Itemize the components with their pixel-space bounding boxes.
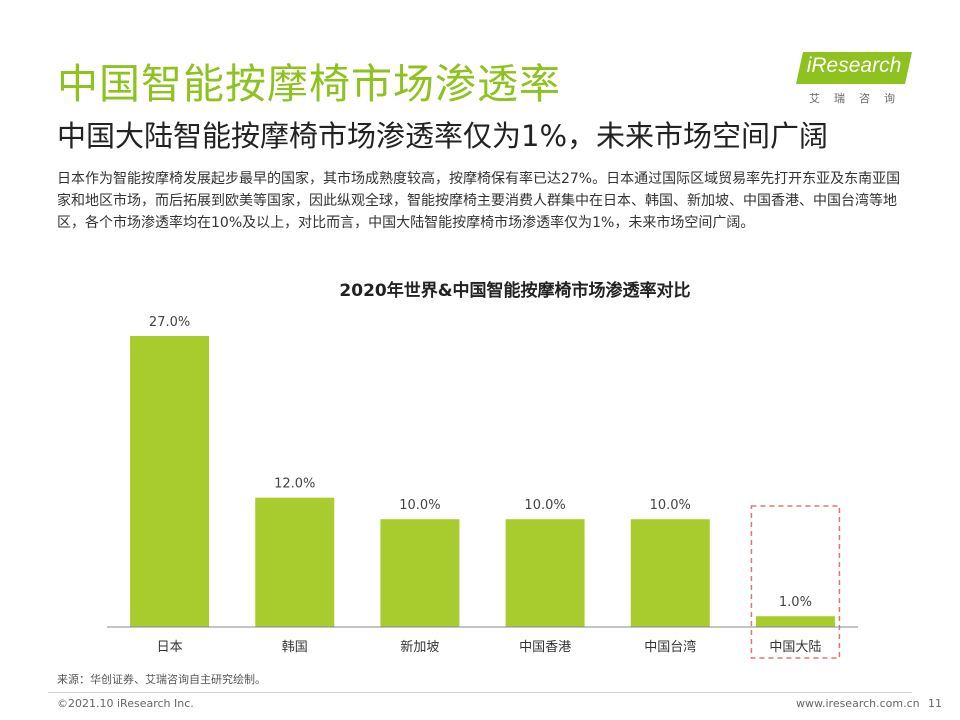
tick-label-3: 中国香港 — [519, 640, 571, 655]
bar-4 — [630, 519, 710, 627]
tick-label-4: 中国台湾 — [644, 639, 696, 655]
data-label-0: 27.0% — [149, 315, 190, 330]
iresearch-logo: iResearch 艾瑞咨询 — [794, 50, 914, 108]
bar-5 — [755, 616, 835, 627]
page-subtitle: 中国大陆智能按摩椅市场渗透率仅为1%，未来市场空间广阔 — [57, 119, 829, 153]
copyright: ©2021.10 iResearch Inc. — [57, 697, 194, 710]
page-title: 中国智能按摩椅市场渗透率 — [57, 60, 561, 108]
chart-title: 2020年世界&中国智能按摩椅市场渗透率对比 — [339, 281, 691, 301]
footer-divider — [48, 692, 912, 693]
data-label-2: 10.0% — [399, 498, 440, 513]
data-label-3: 10.0% — [524, 498, 565, 513]
tick-label-2: 新加坡 — [400, 639, 439, 655]
tick-label-5: 中国大陆 — [769, 639, 821, 655]
tick-label-0: 日本 — [157, 640, 183, 655]
page-number: 11 — [928, 697, 942, 710]
logo-badge — [796, 52, 912, 84]
bar-0 — [130, 336, 210, 627]
source-note: 来源：华创证券、艾瑞咨询自主研究绘制。 — [57, 673, 266, 686]
data-label-5: 1.0% — [779, 595, 812, 610]
data-label-1: 12.0% — [274, 477, 315, 492]
intro-paragraph: 日本作为智能按摩椅发展起步最早的国家，其市场成熟度较高，按摩椅保有率已达27%。… — [57, 171, 901, 231]
bar-3 — [505, 519, 585, 627]
website-link[interactable]: www.iresearch.com.cn — [796, 697, 920, 710]
bar-1 — [255, 497, 335, 627]
highlight-box — [750, 505, 841, 659]
data-label-4: 10.0% — [650, 498, 691, 513]
logo-brand: iResearch — [806, 54, 902, 77]
tick-label-1: 韩国 — [282, 640, 308, 655]
logo-tagline: 艾瑞咨询 — [809, 92, 909, 105]
bar-2 — [380, 519, 460, 627]
